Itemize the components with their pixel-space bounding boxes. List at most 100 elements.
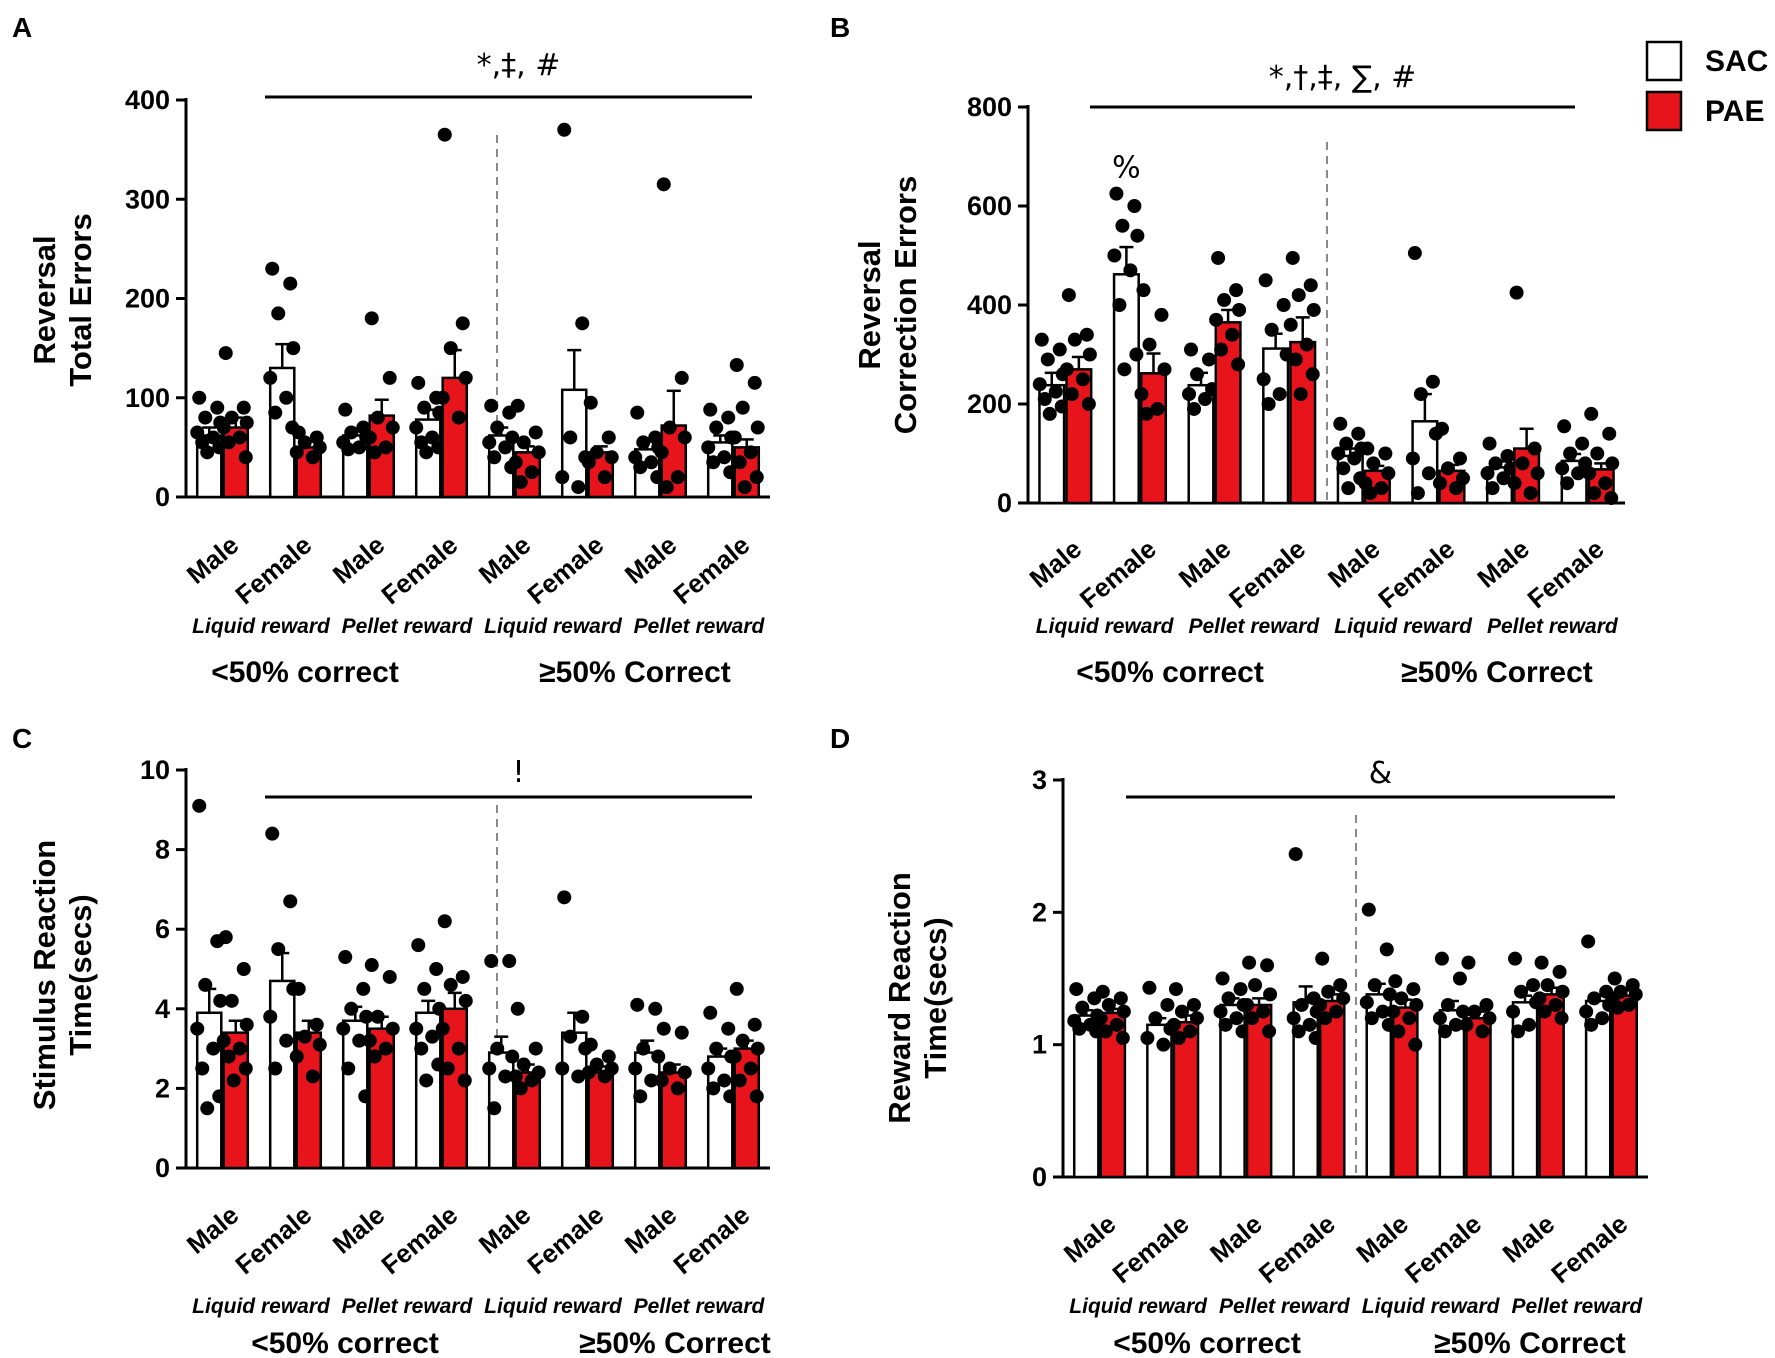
data-point — [1139, 406, 1154, 421]
data-point — [1548, 997, 1563, 1012]
data-point — [419, 445, 434, 460]
data-point — [1117, 362, 1132, 377]
data-point — [221, 1049, 236, 1064]
data-point — [1534, 955, 1549, 970]
reward-group-label: Liquid reward — [192, 615, 331, 638]
y-axis-title: Stimulus ReactionTime(secs) — [27, 840, 98, 1110]
data-point — [425, 1029, 440, 1044]
category-label: Female — [667, 1200, 755, 1281]
data-point — [409, 1021, 424, 1036]
category-label: Female — [1223, 534, 1311, 615]
data-point — [706, 1081, 721, 1096]
data-point — [721, 410, 736, 425]
data-point — [364, 311, 379, 326]
category-label: Male — [1497, 1209, 1561, 1269]
data-point — [516, 1057, 531, 1072]
data-point — [1407, 246, 1422, 261]
data-point — [662, 1061, 677, 1076]
data-point — [581, 455, 596, 470]
data-point — [1129, 347, 1144, 362]
data-point — [1256, 372, 1271, 387]
data-point — [571, 1069, 586, 1084]
category-label: Male — [619, 530, 683, 590]
threshold-label: ≥50% Correct — [579, 1327, 771, 1358]
data-point — [1587, 486, 1602, 501]
data-point — [1437, 1024, 1452, 1039]
data-point — [455, 969, 470, 984]
data-point — [291, 981, 306, 996]
data-point — [305, 1069, 320, 1084]
bar-sac — [560, 1031, 588, 1170]
data-point — [1363, 486, 1378, 501]
data-point — [1440, 461, 1455, 476]
data-point — [1532, 991, 1547, 1006]
bar-pae — [1172, 1020, 1200, 1179]
data-point — [1116, 1004, 1131, 1019]
data-point — [1098, 1024, 1113, 1039]
data-point — [747, 375, 762, 390]
data-point — [1540, 978, 1555, 993]
data-point — [457, 1073, 472, 1088]
data-point — [630, 405, 645, 420]
data-point — [338, 950, 353, 965]
data-point — [1364, 1011, 1379, 1026]
data-point — [524, 1073, 539, 1088]
reward-group-label: Liquid reward — [1334, 615, 1473, 638]
category-label: Female — [1522, 534, 1610, 615]
data-point — [370, 1009, 385, 1024]
data-point — [597, 1069, 612, 1084]
data-point — [263, 1009, 278, 1024]
data-point — [1263, 987, 1278, 1002]
data-point — [743, 445, 758, 460]
data-point — [192, 798, 207, 813]
data-point — [1113, 991, 1128, 1006]
threshold-label: ≥50% Correct — [1434, 1327, 1626, 1358]
y-tick-label: 0 — [997, 488, 1012, 518]
data-point — [1211, 250, 1226, 265]
data-point — [1602, 426, 1617, 441]
data-point — [1233, 982, 1248, 997]
data-point — [557, 122, 572, 137]
data-point — [1515, 456, 1530, 471]
data-point — [1482, 1011, 1497, 1026]
data-point — [200, 445, 215, 460]
data-point — [1209, 312, 1224, 327]
data-point — [1509, 285, 1524, 300]
data-point — [701, 1061, 716, 1076]
data-point — [1351, 426, 1366, 441]
data-point — [1584, 406, 1599, 421]
data-point — [239, 415, 254, 430]
data-point — [1575, 436, 1590, 451]
data-point — [502, 954, 517, 969]
data-point — [1256, 1004, 1271, 1019]
data-point — [1459, 1017, 1474, 1032]
data-point — [1552, 964, 1567, 979]
data-point — [1093, 1011, 1108, 1026]
data-point — [749, 470, 764, 485]
data-point — [362, 1033, 377, 1048]
panel-a: A ReversalTotal Errors 0 100 200 300 400 *,‡, #… — [12, 12, 770, 689]
data-point — [490, 1041, 505, 1056]
data-point — [1331, 446, 1346, 461]
data-point — [1130, 228, 1145, 243]
data-point — [1248, 978, 1263, 993]
data-point — [747, 1017, 762, 1032]
data-point — [1488, 456, 1503, 471]
data-point — [1341, 481, 1356, 496]
data-point — [1482, 436, 1497, 451]
y-axis-title-line: Time(secs) — [918, 917, 953, 1078]
y-axis-title-line: Reversal — [852, 240, 887, 369]
data-point — [1480, 466, 1495, 481]
data-point — [1303, 278, 1318, 293]
data-point — [1590, 446, 1605, 461]
category-label: Female — [667, 530, 755, 611]
data-point — [1109, 186, 1124, 201]
data-point — [417, 400, 432, 415]
bar-pae — [587, 1071, 615, 1170]
category-label: Male — [181, 530, 245, 590]
data-point — [729, 357, 744, 372]
data-point — [1507, 476, 1522, 491]
category-label: Male — [1024, 534, 1088, 594]
data-point — [1232, 302, 1247, 317]
